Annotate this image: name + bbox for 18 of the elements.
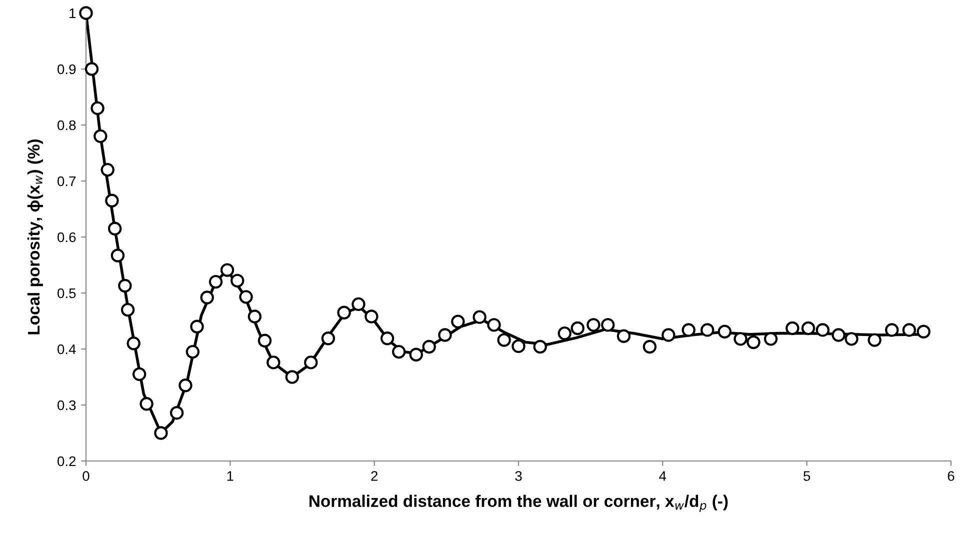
y-tick-label: 0.9 — [58, 64, 76, 74]
y-axis-title: Local porosity, ϕ(x$_{w}$) (%) — [27, 140, 43, 334]
x-tick-label: 5 — [804, 471, 810, 481]
x-tick-label: 1 — [227, 471, 234, 481]
x-tick-label: 6 — [948, 471, 954, 481]
x-axis-title: Normalized distance from the wall or corner, x$_{w}$/d$_{p}$ (-) — [310, 494, 728, 512]
y-tick-label: 0.2 — [58, 456, 76, 466]
y-tick-label: 0.3 — [58, 400, 76, 410]
y-tick-label: 0.5 — [58, 288, 76, 298]
y-tick-label: 0.7 — [58, 176, 76, 186]
x-tick-label: 3 — [515, 471, 522, 481]
x-tick-label: 2 — [371, 471, 378, 481]
y-tick-label: 0.4 — [58, 344, 76, 354]
y-tick-label: 1 — [70, 8, 76, 18]
y-tick-label: 0.6 — [58, 232, 76, 242]
x-tick-label: 0 — [82, 471, 90, 481]
x-tick-label: 4 — [659, 471, 666, 481]
y-tick-label: 0.8 — [58, 120, 76, 130]
